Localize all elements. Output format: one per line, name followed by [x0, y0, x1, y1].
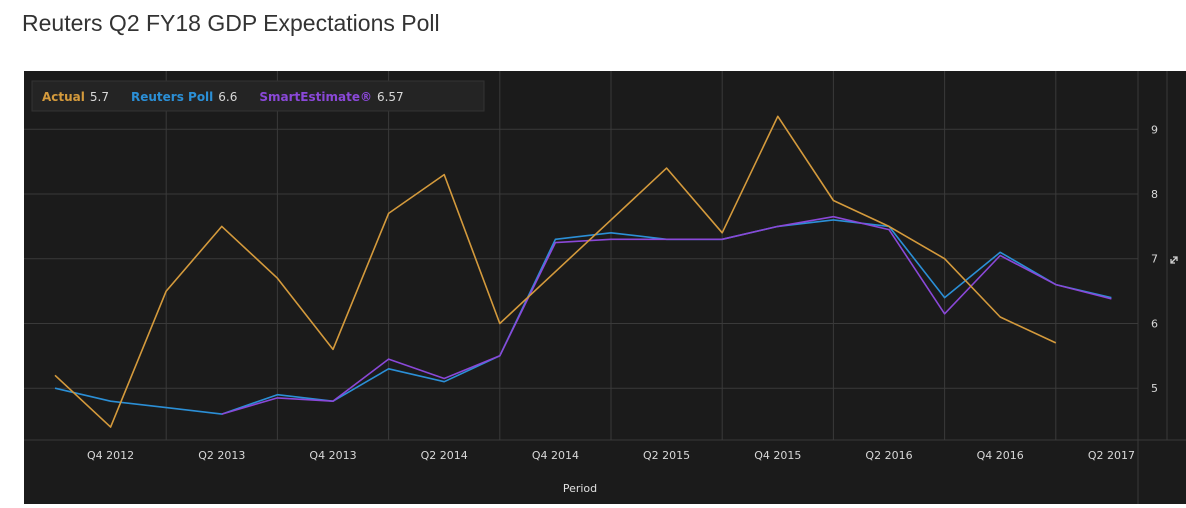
x-tick-label: Q2 2017	[1088, 449, 1135, 462]
series-line-2	[221, 215, 1112, 415]
legend-name-0: Actual	[42, 90, 85, 104]
legend-name-2: SmartEstimate®	[259, 90, 372, 104]
legend-box	[31, 80, 485, 112]
gdp-line-chart[interactable]: Q4 2012 Q2 2013 Q4 2013 Q2 2014 Q4 2014 Q2 20…	[24, 71, 1186, 504]
legend-name-1: Reuters Poll	[131, 90, 213, 104]
x-tick-label: Q2 2016	[865, 449, 912, 462]
legend-value-1: 6.6	[218, 90, 237, 104]
grid-layer	[24, 71, 1186, 504]
series-line-0	[54, 115, 1057, 428]
y-tick-label: 5	[1151, 382, 1158, 395]
x-tick-label: Q4 2014	[532, 449, 579, 462]
x-tick-label: Q4 2012	[87, 449, 134, 462]
x-tick-label: Q4 2016	[977, 449, 1024, 462]
chart-background	[24, 71, 1186, 504]
x-tick-label: Q2 2015	[643, 449, 690, 462]
y-tick-label: 6	[1151, 317, 1158, 330]
x-tick-label: Q2 2014	[421, 449, 468, 462]
y-tick-label: 8	[1151, 188, 1158, 201]
x-tick-label: Q2 2013	[198, 449, 245, 462]
y-tick-label: 9	[1151, 123, 1158, 136]
page-title: Reuters Q2 FY18 GDP Expectations Poll	[22, 10, 440, 36]
legend[interactable]: Actual 5.7 Reuters Poll 6.6 SmartEstimate® 6.…	[31, 80, 485, 112]
y-tick-label: 7	[1151, 253, 1158, 266]
x-tick-label: Q4 2015	[754, 449, 801, 462]
legend-value-0: 5.7	[90, 90, 109, 104]
chart-panel: Q4 2012 Q2 2013 Q4 2013 Q2 2014 Q4 2014 Q2 20…	[24, 71, 1186, 504]
x-axis-title: Period	[563, 482, 597, 495]
x-tick-label: Q4 2013	[309, 449, 356, 462]
legend-value-2: 6.57	[377, 90, 404, 104]
series-layer	[54, 115, 1112, 428]
axis-layer: Q4 2012 Q2 2013 Q4 2013 Q2 2014 Q4 2014 Q2 20…	[87, 123, 1158, 462]
expand-icon[interactable]	[1170, 256, 1178, 264]
